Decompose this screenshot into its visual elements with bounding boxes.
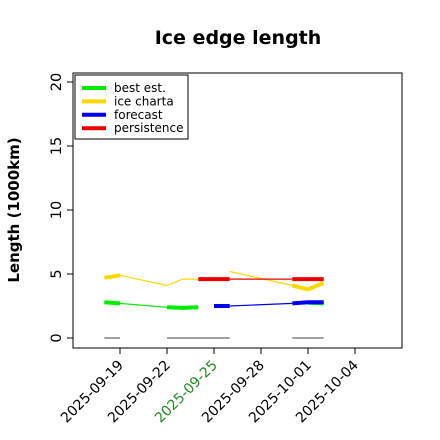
- series-best-est-line: [119, 302, 168, 308]
- y-axis-label: Length (1000km): [5, 137, 23, 282]
- y-tick-label: 5: [49, 269, 65, 278]
- series-ice-charta-line: [103, 273, 121, 280]
- series-forecast-line: [292, 300, 324, 306]
- legend-label-ice-charta: ice charta: [114, 94, 174, 108]
- series-best-est-line: [166, 305, 199, 310]
- series-ice-charta-line: [291, 281, 325, 292]
- legend-label-forecast: forecast: [114, 108, 163, 122]
- series-ice-charta-line: [119, 274, 199, 287]
- legend-label-persistence: persistence: [114, 121, 183, 135]
- y-tick-label: 0: [49, 333, 65, 342]
- series-best-est-line: [104, 300, 121, 306]
- legend-label-best-est: best est.: [114, 81, 166, 95]
- y-tick-label: 10: [49, 201, 65, 219]
- series-forecast-line: [229, 302, 293, 307]
- y-tick-label: 15: [49, 137, 65, 155]
- y-tick-label: 20: [49, 73, 65, 91]
- series-lines: [103, 270, 325, 339]
- chart-title: Ice edge length: [155, 27, 322, 49]
